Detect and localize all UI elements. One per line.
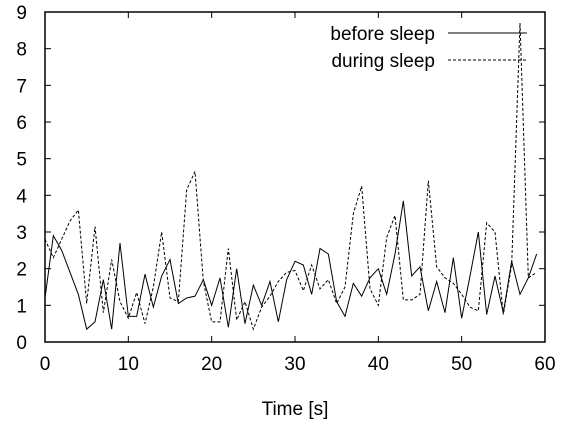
x-tick-label: 10 <box>118 354 139 375</box>
x-tick-label: 40 <box>368 354 389 375</box>
series-line-before-sleep <box>44 200 538 331</box>
legend-label: during sleep <box>331 51 435 72</box>
y-tick-label: 1 <box>16 296 27 317</box>
series-line-during-sleep <box>44 22 537 331</box>
x-axis-label: Time [s] <box>262 399 329 420</box>
y-tick-label: 2 <box>16 260 27 281</box>
x-tick-label: 50 <box>451 354 472 375</box>
y-tick-label: 3 <box>16 223 27 244</box>
y-tick-label: 4 <box>16 186 27 207</box>
axis-ticks <box>44 11 546 343</box>
legend: before sleep during sleep <box>330 24 527 72</box>
plot-frame <box>44 11 546 343</box>
y-tick-label: 9 <box>16 3 27 24</box>
x-tick-label: 60 <box>534 354 555 375</box>
y-tick-label: 0 <box>16 333 27 354</box>
legend-label: before sleep <box>330 24 435 45</box>
y-tick-label: 8 <box>16 40 27 61</box>
y-tick-label: 6 <box>16 113 27 134</box>
plot-area <box>44 22 538 331</box>
x-tick-label: 30 <box>284 354 305 375</box>
x-tick-label: 0 <box>40 354 51 375</box>
y-tick-label: 5 <box>16 150 27 171</box>
y-tick-label: 7 <box>16 76 27 97</box>
x-tick-label: 20 <box>201 354 222 375</box>
tick-labels: 0 10 20 30 40 50 60 0 1 2 3 4 5 6 7 8 9 <box>16 3 555 375</box>
